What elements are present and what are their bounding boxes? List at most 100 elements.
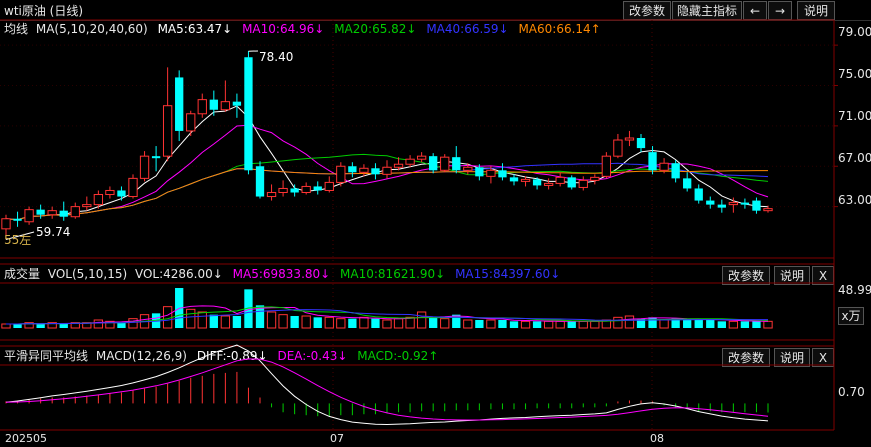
macd-params: MACD(12,26,9) bbox=[95, 349, 187, 363]
vol-value: VOL:4286.00↓ bbox=[134, 267, 223, 281]
hide-main-indicator-button[interactable]: 隐藏主指标 bbox=[672, 1, 742, 20]
volume-bar-up bbox=[278, 314, 288, 329]
y-tick-71: 71.00 bbox=[838, 109, 871, 123]
candle-body-up bbox=[70, 206, 80, 218]
volume-bar-down bbox=[313, 317, 322, 328]
volume-bar-up bbox=[728, 320, 739, 329]
volume-bar-down bbox=[706, 320, 715, 328]
ma20-value: MA20:65.82↓ bbox=[334, 22, 417, 36]
macd-modify-params-button[interactable]: 改参数 bbox=[722, 348, 770, 367]
volume-bar-down bbox=[371, 318, 380, 328]
candle-body-up bbox=[197, 99, 207, 115]
y-tick-75: 75.00 bbox=[838, 67, 871, 81]
candle-body-down bbox=[509, 177, 519, 182]
candle-body-down bbox=[694, 188, 703, 201]
candle-body-down bbox=[244, 57, 253, 171]
x-label-07: 07 bbox=[330, 432, 344, 445]
vol-close-button[interactable]: X bbox=[812, 266, 834, 285]
candle-body-up bbox=[82, 204, 92, 208]
candle-body-up bbox=[162, 105, 173, 157]
volume-bar-down bbox=[175, 288, 184, 328]
y-tick-63: 63.00 bbox=[838, 193, 871, 207]
candle-body-up bbox=[520, 178, 531, 182]
volume-bar-up bbox=[463, 319, 473, 329]
macd-legend: 平滑异同平均线 MACD(12,26,9) DIFF:-0.89↓ DEA:-0… bbox=[0, 347, 438, 365]
volume-bar-down bbox=[244, 289, 253, 328]
modify-params-button[interactable]: 改参数 bbox=[623, 1, 671, 20]
ma-params: MA(5,10,20,40,60) bbox=[35, 22, 148, 36]
vol-ma10-line bbox=[6, 306, 769, 325]
ma5-value: MA5:63.47↓ bbox=[157, 22, 233, 36]
candle-body-down bbox=[752, 200, 761, 211]
volume-bar-up bbox=[416, 311, 427, 329]
vol-ma10-value: MA10:81621.90↓ bbox=[340, 267, 446, 281]
prev-button[interactable]: ← bbox=[743, 1, 767, 20]
volume-bar-down bbox=[671, 318, 680, 328]
volume-bar-up bbox=[590, 320, 600, 329]
volume-bar-down bbox=[59, 324, 68, 328]
volume-bar-down bbox=[532, 321, 542, 328]
volume-bar-up bbox=[613, 316, 623, 329]
candle-body-up bbox=[659, 162, 669, 171]
next-button[interactable]: → bbox=[768, 1, 792, 20]
candle-body-up bbox=[128, 177, 138, 198]
help-button[interactable]: 说明 bbox=[797, 1, 835, 20]
candle-body-up bbox=[301, 185, 311, 193]
volume-bar-up bbox=[543, 320, 554, 329]
x-label-08: 08 bbox=[650, 432, 664, 445]
candle-body-down bbox=[209, 99, 218, 110]
volume-bar-down bbox=[36, 324, 45, 328]
candle-body-down bbox=[255, 166, 265, 197]
vol-unit-badge: x万 bbox=[838, 307, 864, 325]
volume-bar-up bbox=[601, 319, 612, 329]
volume-bar-down bbox=[683, 318, 692, 328]
macd-y-tick: 0.70 bbox=[838, 385, 865, 399]
candle-body-up bbox=[93, 194, 104, 206]
y-tick-67: 67.00 bbox=[838, 151, 871, 165]
candle-body-up bbox=[336, 165, 346, 183]
vol-help-button[interactable]: 说明 bbox=[774, 266, 810, 285]
volume-bar-down bbox=[498, 320, 507, 328]
vol-ma15-value: MA15:84397.60↓ bbox=[455, 267, 561, 281]
candle-body-down bbox=[498, 170, 507, 178]
candle-body-up bbox=[590, 176, 600, 181]
candle-body-up bbox=[613, 139, 623, 157]
volume-bar-up bbox=[440, 318, 450, 329]
macd-help-button[interactable]: 说明 bbox=[774, 348, 810, 367]
volume-bar-down bbox=[752, 321, 761, 328]
volume-bar-up bbox=[393, 318, 404, 329]
volume-bar-up bbox=[93, 319, 104, 329]
volume-bar-up bbox=[220, 315, 231, 329]
volume-bar-up bbox=[105, 320, 115, 329]
macd-label: 平滑异同平均线 bbox=[4, 349, 89, 363]
volume-bar-up bbox=[139, 314, 150, 329]
volume-bar-down bbox=[475, 320, 484, 328]
arrow-left-icon: ← bbox=[749, 4, 761, 18]
candle-body-up bbox=[105, 189, 115, 196]
macd-diff-value: DIFF:-0.89↓ bbox=[196, 349, 268, 363]
candle-body-down bbox=[706, 200, 715, 205]
ma20-line bbox=[5, 153, 769, 221]
volume-bar-down bbox=[255, 305, 265, 328]
volume-bar-down bbox=[694, 320, 703, 328]
macd-close-button[interactable]: X bbox=[812, 348, 834, 367]
volume-bar-up bbox=[486, 319, 496, 329]
candle-body-up bbox=[266, 191, 277, 198]
candle-body-down bbox=[532, 179, 542, 186]
volume-bar-up bbox=[70, 322, 80, 329]
volume-bar-up bbox=[555, 320, 565, 329]
volume-bar-up bbox=[659, 319, 669, 329]
volume-bar-up bbox=[24, 322, 34, 329]
volume-bar-up bbox=[128, 318, 138, 329]
volume-bar-up bbox=[382, 319, 392, 329]
candle-body-down bbox=[348, 166, 357, 173]
ma5-line bbox=[5, 105, 769, 221]
vol-modify-params-button[interactable]: 改参数 bbox=[722, 266, 770, 285]
volume-bar-up bbox=[520, 320, 531, 329]
candle-body-down bbox=[636, 137, 646, 149]
candle-body-down bbox=[671, 163, 680, 179]
volume-bar-up bbox=[82, 322, 92, 329]
candle-body-down bbox=[117, 190, 126, 197]
candle-body-up bbox=[624, 137, 635, 141]
